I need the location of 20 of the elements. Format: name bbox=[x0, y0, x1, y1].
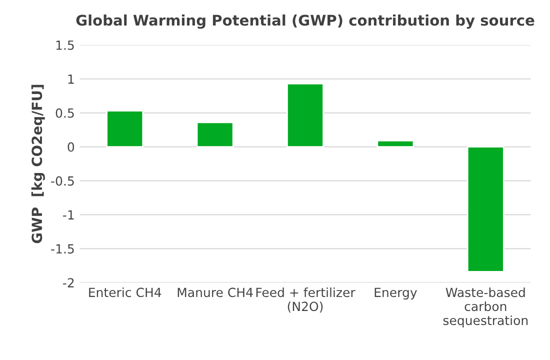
y-tick-label: 0 bbox=[68, 142, 74, 152]
x-tick-label: Manure CH4 bbox=[178, 288, 253, 298]
bar bbox=[376, 140, 414, 148]
y-tick-label: -0.5 bbox=[51, 176, 74, 186]
y-axis-title: GWP [kg CO2eq/FU] bbox=[31, 84, 45, 244]
x-tick-label: Energy bbox=[374, 288, 417, 300]
x-tick-label: Feed + fertilizer (N2O) bbox=[256, 287, 356, 313]
y-tick-label: -1 bbox=[63, 210, 74, 220]
x-tick-label: Enteric CH4 bbox=[89, 287, 162, 298]
bar bbox=[106, 110, 144, 148]
y-tick-label: 1.5 bbox=[56, 40, 74, 50]
y-tick-label: -1.5 bbox=[51, 244, 74, 254]
y-tick-label: 0.5 bbox=[56, 108, 74, 118]
bar bbox=[196, 122, 234, 148]
y-tick-label: -2 bbox=[63, 278, 74, 288]
y-tick-label: 1 bbox=[68, 74, 74, 84]
x-tick-label: Waste-based carbon sequestration bbox=[443, 287, 528, 328]
bar bbox=[286, 83, 324, 148]
chart-title: Global Warming Potential (GWP) contribution by source bbox=[76, 14, 534, 29]
bar bbox=[466, 146, 504, 272]
